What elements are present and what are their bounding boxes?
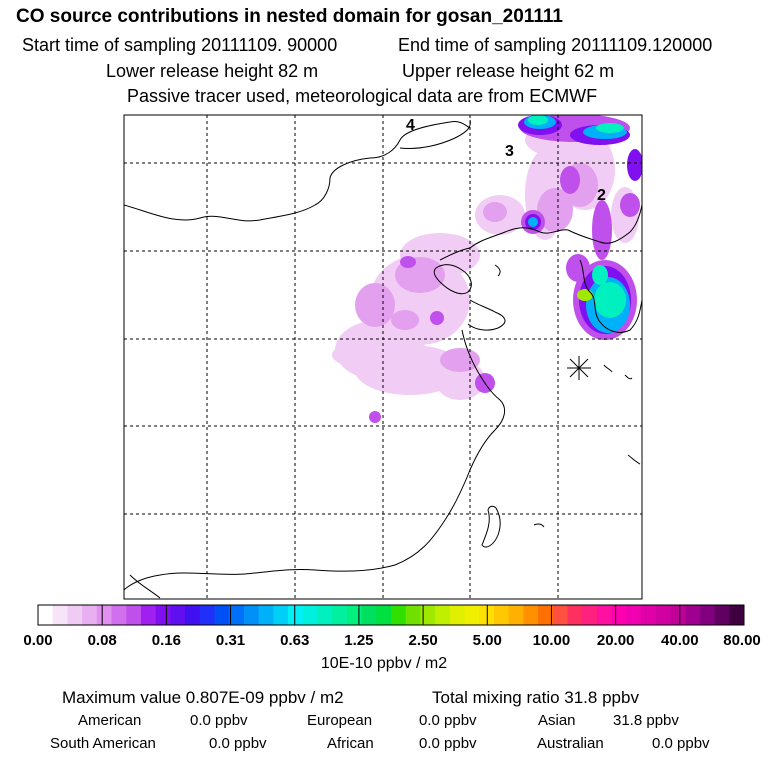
colorbar-swatch bbox=[670, 605, 686, 625]
colorbar-swatch bbox=[126, 605, 142, 625]
colorbar-swatch bbox=[626, 605, 642, 625]
region-european-value: 0.0 ppbv bbox=[419, 712, 477, 729]
colorbar-swatch bbox=[376, 605, 392, 625]
map-title: CO source contributions in nested domain… bbox=[16, 6, 563, 27]
end-sampling-text: End time of sampling 20111109.120000 bbox=[398, 35, 713, 55]
map-label-3: 3 bbox=[505, 143, 514, 160]
colorbar-swatch bbox=[317, 605, 333, 625]
colorbar-swatch bbox=[140, 605, 157, 625]
colorbar-swatch bbox=[155, 605, 171, 625]
tracer-note-text: Passive tracer used, meteorological data… bbox=[127, 86, 598, 106]
colorbar-swatch bbox=[435, 605, 451, 625]
colorbar-swatch bbox=[288, 605, 304, 625]
colorbar-swatch bbox=[67, 605, 83, 625]
colorbar-tick-label: 0.16 bbox=[151, 632, 181, 649]
colorbar-swatch bbox=[508, 605, 524, 625]
colorbar-swatch bbox=[464, 605, 480, 625]
colorbar bbox=[37, 604, 745, 626]
total-mixing-ratio-text: Total mixing ratio 31.8 ppbv bbox=[432, 688, 639, 707]
start-sampling-text: Start time of sampling 20111109. 90000 bbox=[22, 35, 338, 55]
colorbar-frame bbox=[37, 604, 745, 626]
colorbar-swatch bbox=[243, 605, 260, 625]
upper-release-text: Upper release height 62 m bbox=[402, 61, 615, 81]
colorbar-swatch bbox=[641, 605, 657, 625]
colorbar-tick-label: 20.00 bbox=[596, 632, 635, 649]
colorbar-swatch bbox=[258, 605, 274, 625]
colorbar-swatch bbox=[185, 605, 201, 625]
coastlines bbox=[124, 119, 642, 599]
colorbar-swatch bbox=[611, 605, 627, 625]
colorbar-swatch bbox=[699, 605, 715, 625]
colorbar-swatch bbox=[449, 605, 465, 625]
colorbar-tick-label: 2.50 bbox=[408, 632, 438, 649]
colorbar-swatch bbox=[420, 605, 436, 625]
lat-lon-grid bbox=[124, 115, 642, 599]
region-australian-label: Australian bbox=[537, 735, 604, 752]
colorbar-tick-label: 0.63 bbox=[280, 632, 310, 649]
region-african-value: 0.0 ppbv bbox=[419, 735, 477, 752]
colorbar-swatch bbox=[199, 605, 215, 625]
colorbar-swatch bbox=[170, 605, 186, 625]
region-south-american-value: 0.0 ppbv bbox=[209, 735, 267, 752]
colorbar-swatch bbox=[391, 605, 407, 625]
region-american-value: 0.0 ppbv bbox=[190, 712, 248, 729]
colorbar-swatch bbox=[567, 605, 583, 625]
colorbar-swatch bbox=[582, 605, 598, 625]
colorbar-swatch bbox=[346, 605, 362, 625]
colorbar-tick-label: 40.00 bbox=[661, 632, 699, 649]
colorbar-swatch bbox=[714, 605, 730, 625]
colorbar-swatch bbox=[685, 605, 701, 625]
region-australian-value: 0.0 ppbv bbox=[652, 735, 710, 752]
colorbar-swatch bbox=[655, 605, 671, 625]
colorbar-swatch bbox=[361, 605, 377, 625]
region-european-label: European bbox=[307, 712, 373, 729]
colorbar-tick-label: 80.00 bbox=[723, 632, 761, 649]
colorbar-swatch bbox=[52, 605, 68, 625]
region-south-american-label: South American bbox=[50, 735, 156, 752]
colorbar-swatch bbox=[493, 605, 510, 625]
colorbar-tick-label: 10.00 bbox=[532, 632, 571, 649]
map-label-4: 4 bbox=[406, 117, 415, 134]
colorbar-tick-label: 5.00 bbox=[472, 632, 502, 649]
colorbar-tick-label: 1.25 bbox=[344, 632, 374, 649]
colorbar-swatch bbox=[302, 605, 318, 625]
colorbar-swatch bbox=[111, 605, 127, 625]
map-label-2: 2 bbox=[597, 187, 606, 204]
colorbar-tick-label: 0.31 bbox=[215, 632, 246, 649]
colorbar-swatch bbox=[729, 605, 745, 625]
colorbar-swatch bbox=[523, 605, 539, 625]
colorbar-swatch bbox=[596, 605, 613, 625]
maximum-value-text: Maximum value 0.807E-09 ppbv / m2 bbox=[62, 688, 344, 707]
colorbar-tick-label: 0.00 bbox=[23, 632, 53, 649]
region-american-label: American bbox=[78, 712, 142, 729]
colorbar-units: 10E-10 ppbv / m2 bbox=[320, 655, 448, 672]
colorbar-swatch bbox=[38, 605, 54, 625]
colorbar-swatch bbox=[82, 605, 98, 625]
region-african-label: African bbox=[327, 735, 374, 752]
lower-release-text: Lower release height 82 m bbox=[106, 61, 319, 81]
colorbar-swatch bbox=[214, 605, 230, 625]
colorbar-swatch bbox=[538, 605, 554, 625]
colorbar-swatch bbox=[405, 605, 421, 625]
colorbar-swatch bbox=[332, 605, 348, 625]
region-asian-label: Asian bbox=[538, 712, 576, 729]
colorbar-swatch bbox=[229, 605, 245, 625]
colorbar-swatch bbox=[273, 605, 289, 625]
colorbar-tick-label: 0.08 bbox=[87, 632, 117, 649]
colorbar-swatch bbox=[96, 605, 112, 625]
region-asian-value: 31.8 ppbv bbox=[613, 712, 679, 729]
concentration-field bbox=[332, 115, 642, 423]
receptor-asterisk-marker bbox=[567, 356, 591, 380]
colorbar-swatch bbox=[552, 605, 568, 625]
